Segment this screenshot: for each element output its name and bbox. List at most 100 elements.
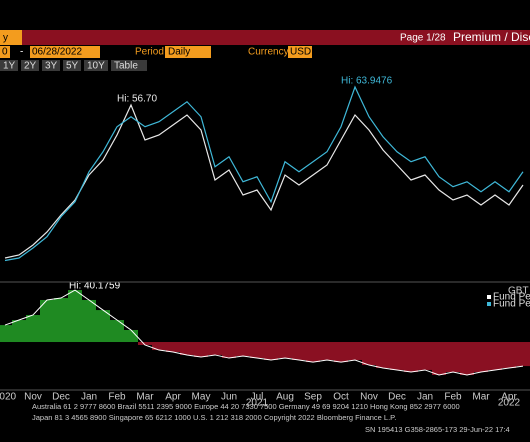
footer-line: SN 195413 G358-2865-173 29-Jun-22 17:4 <box>365 425 510 434</box>
area-segment <box>222 342 236 359</box>
area-segment <box>250 342 264 359</box>
x-tick-label: Dec <box>388 392 406 403</box>
area-segment <box>264 342 278 360</box>
area-segment <box>516 342 530 367</box>
line-series <box>4 85 524 262</box>
area-segment <box>292 342 306 360</box>
x-tick-label: Sep <box>304 392 322 403</box>
x-tick-label: Feb <box>108 392 126 403</box>
x-tick-label: Mar <box>136 392 154 403</box>
range-button[interactable] <box>84 60 108 71</box>
x-tick-label: Oct <box>333 392 349 403</box>
area-segment <box>460 342 474 375</box>
area-segment <box>348 342 362 360</box>
x-tick-label: Aug <box>276 392 294 403</box>
area-segment <box>502 342 516 369</box>
period: Daily <box>168 47 190 58</box>
line-series <box>4 289 524 376</box>
area-segment <box>124 329 138 343</box>
area-segment <box>40 299 54 343</box>
range-button[interactable] <box>42 60 60 71</box>
area-segment <box>54 298 68 343</box>
area-segment <box>306 342 320 363</box>
x-tick-label: Jul <box>251 392 264 403</box>
end-box[interactable] <box>30 46 100 58</box>
legend-label: Fund Percent P <box>493 292 530 303</box>
area-segment <box>82 299 96 343</box>
ticker-box[interactable] <box>0 30 22 45</box>
x-tick-label: Jun <box>221 392 237 403</box>
page: Page 1/28 <box>400 33 446 44</box>
start-box[interactable] <box>0 46 10 58</box>
currency-box[interactable] <box>288 46 312 58</box>
range-button[interactable] <box>63 60 81 71</box>
legend-swatch <box>487 302 491 306</box>
range-label: 5Y <box>66 61 79 72</box>
area-segment <box>26 314 40 343</box>
line-series <box>4 103 524 259</box>
title: Premium / Disc <box>453 30 530 44</box>
range-button[interactable] <box>111 60 147 71</box>
x-tick-label: Jan <box>417 392 433 403</box>
area-segment <box>334 342 348 363</box>
range-button[interactable] <box>0 60 18 71</box>
end: 06/28/2022 <box>32 47 82 58</box>
period-box[interactable] <box>165 46 211 58</box>
high-label: Hi: 56.70 <box>117 94 157 105</box>
area-segment <box>278 342 292 359</box>
x-tick-label: 2020 <box>0 392 17 403</box>
x-tick-label: Feb <box>444 392 462 403</box>
currency-label: Currency <box>248 47 289 58</box>
footer-line: Australia 61 2 9777 8600 Brazil 5511 239… <box>32 402 460 411</box>
area-segment <box>376 342 390 369</box>
dash: - <box>20 47 23 58</box>
period-label: Period <box>135 47 164 58</box>
area-segment <box>418 342 432 370</box>
area-segment <box>68 290 82 343</box>
footer-line: Japan 81 3 4565 8900 Singapore 65 6212 1… <box>32 413 396 422</box>
x-tick-label: Mar <box>472 392 490 403</box>
area-segment <box>404 342 418 373</box>
area-segment <box>12 320 26 343</box>
range-label: 10Y <box>87 61 105 72</box>
area-segment <box>110 320 124 343</box>
area-segment <box>152 342 166 351</box>
area-segment <box>474 342 488 373</box>
plot: Hi: 56.70 Hi: 63.9476 Hi: 40.1759 2020 Nov De… <box>0 76 530 409</box>
area-segment <box>0 325 12 343</box>
x-tick-label: Jan <box>81 392 97 403</box>
area-segment <box>208 342 222 355</box>
currency: USD <box>290 47 311 58</box>
range-button[interactable] <box>21 60 39 71</box>
x-tick-label: Apr <box>165 392 181 403</box>
x-tick-label: Nov <box>24 392 42 403</box>
high-label: Hi: 63.9476 <box>341 76 393 87</box>
area-segment <box>390 342 404 370</box>
area-segment <box>138 342 152 345</box>
title-bar <box>0 30 530 45</box>
area-segment <box>166 342 180 352</box>
start: 0 <box>2 47 8 58</box>
high-label: Hi: 40.1759 <box>69 281 121 292</box>
range-buttons: 1Y 2Y 3Y 5Y 10Y Table <box>0 60 147 72</box>
legend-swatch <box>487 295 491 299</box>
area-segment <box>96 310 110 343</box>
area-segment <box>180 342 194 355</box>
range-label: 1Y <box>3 61 16 72</box>
area-segment <box>320 342 334 360</box>
legend-label: Fund Percent P <box>493 299 530 310</box>
ticker: y <box>3 33 8 44</box>
range-label: Table <box>114 61 138 72</box>
area-segment <box>362 342 376 366</box>
x-tick-label: Dec <box>52 392 70 403</box>
range-label: 3Y <box>45 61 58 72</box>
area-segment <box>194 342 208 358</box>
area-segment <box>236 342 250 356</box>
legend-title: GBT <box>508 286 529 297</box>
x-tick-label: May <box>192 392 211 403</box>
year-label: 2021 <box>246 398 269 409</box>
area-segment <box>432 342 446 375</box>
year-label: 2022 <box>498 398 521 409</box>
range-label: 2Y <box>24 61 37 72</box>
